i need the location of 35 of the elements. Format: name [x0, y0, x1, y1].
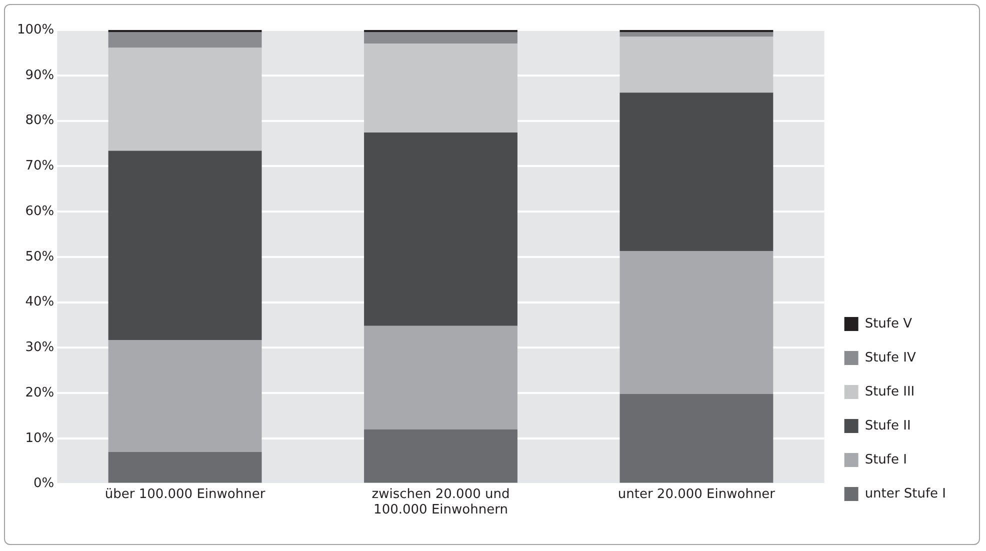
y-tick-label: 100% [16, 22, 54, 38]
bar [108, 340, 262, 452]
bar [620, 394, 774, 483]
legend-label: Stufe II [864, 418, 911, 434]
x-tick-label: über 100.000 Einwohner [104, 486, 266, 502]
y-tick-label: 20% [25, 385, 54, 400]
legend-label: Stufe IV [864, 350, 916, 366]
y-tick-label: 50% [25, 249, 54, 264]
y-tick-label: 90% [25, 68, 54, 83]
x-tick-label: zwischen 20.000 und 100.000 Einwohnern [372, 486, 510, 518]
bar [108, 452, 262, 483]
bar [364, 326, 518, 430]
bar [108, 150, 262, 340]
bar [108, 48, 262, 151]
legend-label: Stufe V [864, 316, 912, 332]
bar [364, 429, 518, 483]
legend-label: unter Stufe I [864, 486, 946, 502]
bar [108, 32, 262, 48]
bar [620, 36, 774, 93]
legend-label: Stufe III [864, 384, 915, 400]
y-tick-label: 30% [25, 340, 54, 356]
bar [620, 32, 774, 37]
y-tick-label: 40% [25, 294, 54, 310]
bar [364, 32, 518, 44]
bar [364, 132, 518, 326]
y-tick-label: 70% [25, 158, 54, 174]
bar [620, 92, 774, 251]
bar [364, 44, 518, 133]
bar [620, 251, 774, 394]
y-tick-label: 60% [25, 204, 54, 219]
y-tick-label: 10% [25, 430, 54, 446]
y-tick-label: 80% [25, 113, 54, 128]
legend-label: Stufe I [864, 452, 907, 468]
y-tick-label: 0% [34, 476, 54, 492]
x-tick-label: unter 20.000 Einwohner [618, 486, 776, 502]
